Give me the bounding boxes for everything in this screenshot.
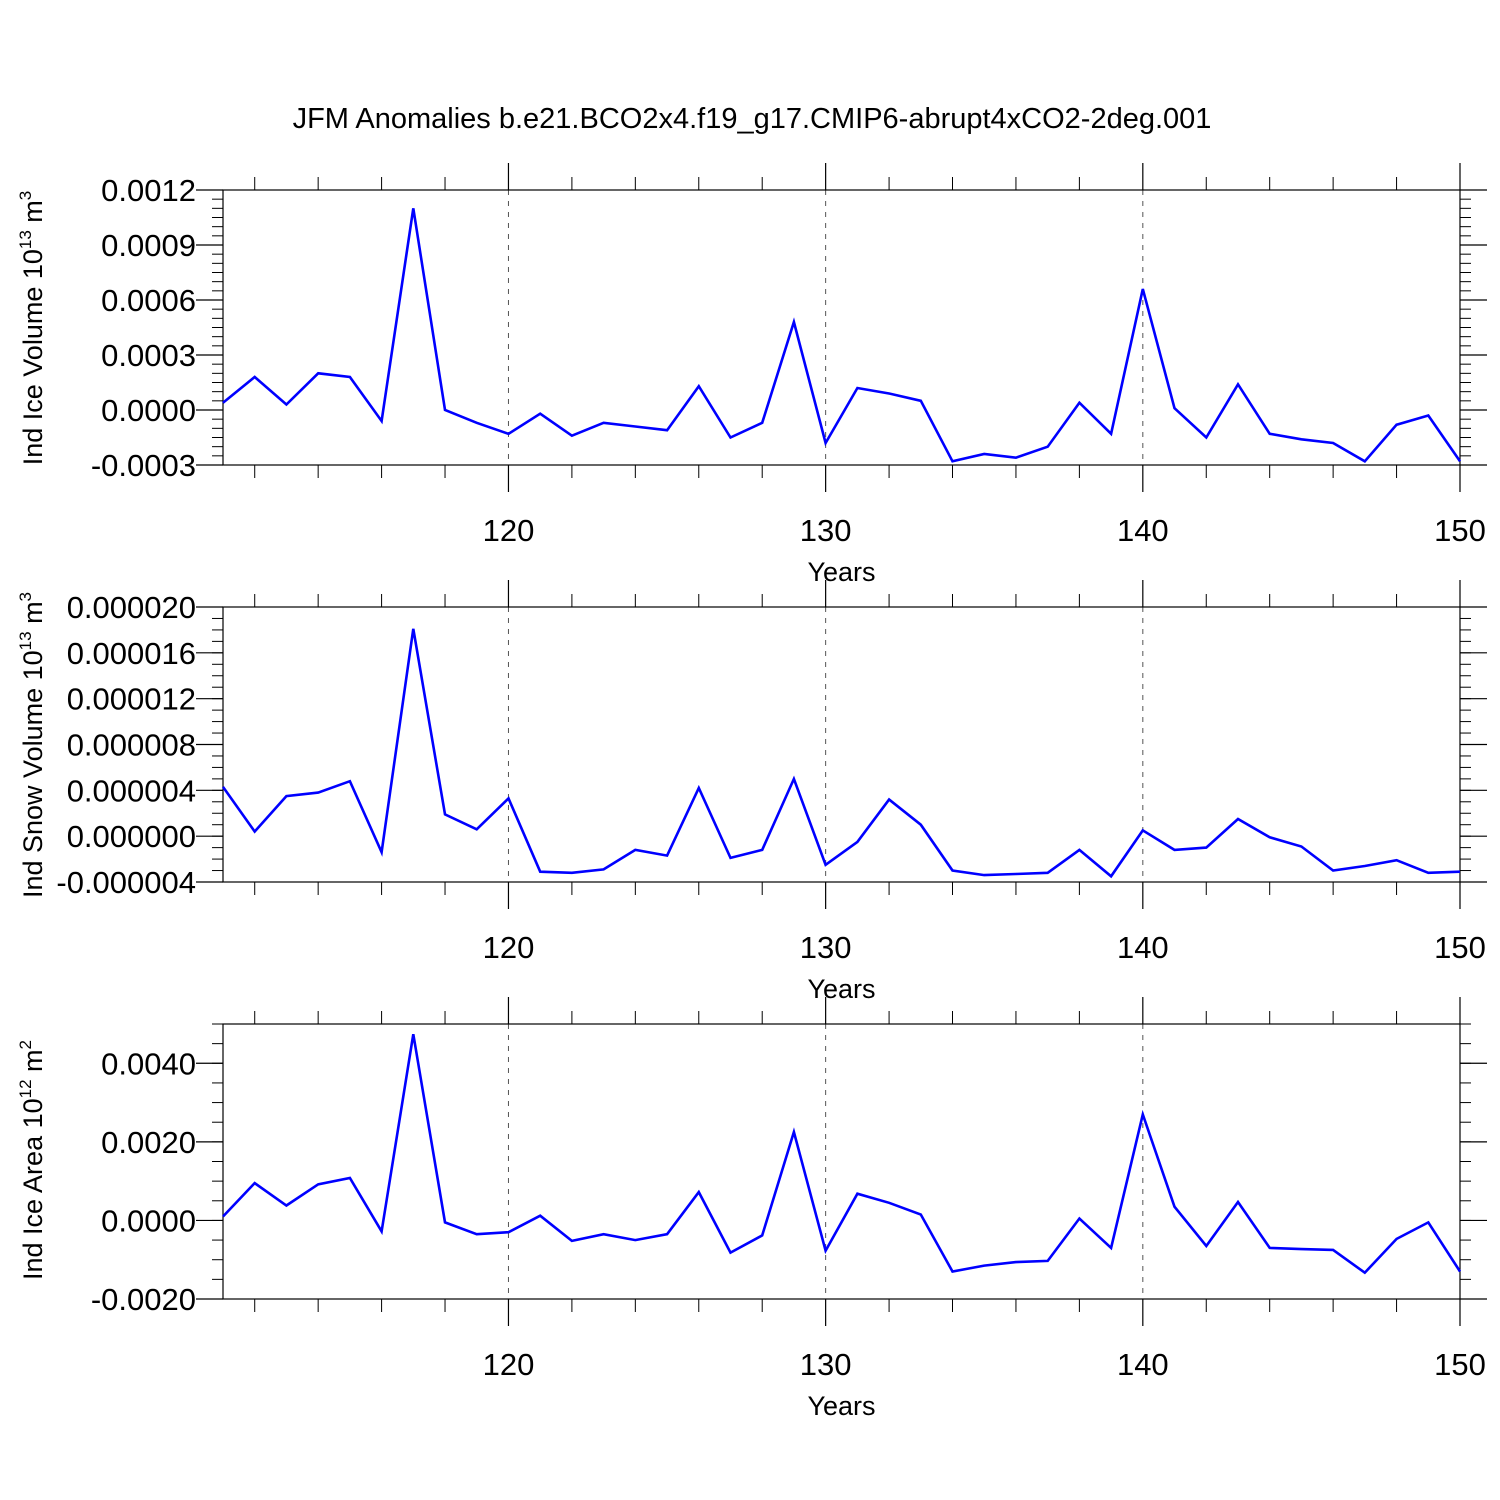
series-line — [222, 208, 1462, 463]
y-tick-label: 0.0006 — [101, 283, 196, 318]
x-tick-label: 130 — [800, 513, 852, 548]
plot-frame — [222, 606, 1461, 883]
x-axis-title: Years — [807, 557, 875, 587]
y-tick-label: 0.000012 — [67, 682, 196, 717]
y-axis-title-unit: m — [18, 1049, 48, 1079]
y-axis-title-unit-sup: 3 — [16, 191, 35, 200]
y-axis-title-sup: 13 — [16, 230, 35, 249]
y-axis-title-sup: 12 — [16, 1079, 35, 1098]
series-line — [222, 1033, 1462, 1275]
y-tick-label: -0.000004 — [56, 865, 196, 900]
y-axis-title-unit: m — [18, 200, 48, 230]
panel-3: 120 130 140 150 -0.0020 0.0000 0.0020 0.0040 Yea… — [16, 997, 1487, 1421]
chart-title: JFM Anomalies b.e21.BCO2x4.f19_g17.CMIP6… — [293, 103, 1212, 135]
y-axis-title-text: Ind Snow Volume 10 — [18, 650, 48, 898]
y-axis-title-unit: m — [18, 601, 48, 631]
y-tick-label: 0.000004 — [67, 773, 196, 808]
y-axis-title: Ind Ice Area 1012 m2 — [16, 1040, 48, 1280]
series-line — [221, 628, 1461, 879]
x-tick-label: 120 — [483, 513, 535, 548]
y-tick-label: 0.0000 — [101, 1203, 196, 1238]
y-axis-title-text: Ind Ice Volume 10 — [18, 249, 48, 465]
y-tick-label: 0.000008 — [67, 728, 196, 763]
y-tick-label: 0.0020 — [101, 1125, 196, 1160]
x-tick-label: 130 — [800, 930, 852, 965]
y-axis-title: Ind Snow Volume 1013 m3 — [16, 592, 48, 898]
plot-frame — [222, 189, 1461, 466]
x-axis-title: Years — [807, 1391, 875, 1421]
y-tick-label: 0.0040 — [101, 1046, 196, 1081]
x-tick-label: 140 — [1117, 930, 1169, 965]
x-tick-label: 150 — [1434, 513, 1486, 548]
x-tick-label: 130 — [800, 1347, 852, 1382]
y-tick-label: 0.0009 — [101, 228, 196, 263]
x-tick-label: 120 — [483, 930, 535, 965]
x-axis-title: Years — [807, 974, 875, 1004]
x-tick-label: 140 — [1117, 1347, 1169, 1382]
y-axis-title-unit-sup: 2 — [16, 1040, 35, 1049]
x-tick-label: 120 — [483, 1347, 535, 1382]
y-tick-label: 0.000000 — [67, 819, 196, 854]
x-tick-label: 140 — [1117, 513, 1169, 548]
y-tick-label: -0.0020 — [91, 1282, 196, 1317]
y-tick-label: 0.0012 — [101, 173, 196, 208]
y-tick-label: 0.0003 — [101, 338, 196, 373]
x-tick-label: 150 — [1434, 1347, 1486, 1382]
y-axis-title-sup: 13 — [16, 631, 35, 650]
y-tick-label: 0.000016 — [67, 636, 196, 671]
panels: 120 130 140 150 -0.0003 0.0000 0.0003 0.0006 0.0… — [16, 163, 1487, 1421]
y-tick-label: 0.000020 — [67, 590, 196, 625]
y-tick-label: -0.0003 — [91, 448, 196, 483]
y-tick-label: 0.0000 — [101, 393, 196, 428]
y-axis-title-text: Ind Ice Area 10 — [18, 1098, 48, 1280]
panel-2: 120 130 140 150 -0.000004 0.000000 0.000004 0.0… — [16, 580, 1487, 1004]
x-tick-label: 150 — [1434, 930, 1486, 965]
panel-1: 120 130 140 150 -0.0003 0.0000 0.0003 0.0006 0.0… — [16, 163, 1487, 587]
y-axis-title-unit-sup: 3 — [16, 592, 35, 601]
y-axis-title: Ind Ice Volume 1013 m3 — [16, 191, 48, 466]
